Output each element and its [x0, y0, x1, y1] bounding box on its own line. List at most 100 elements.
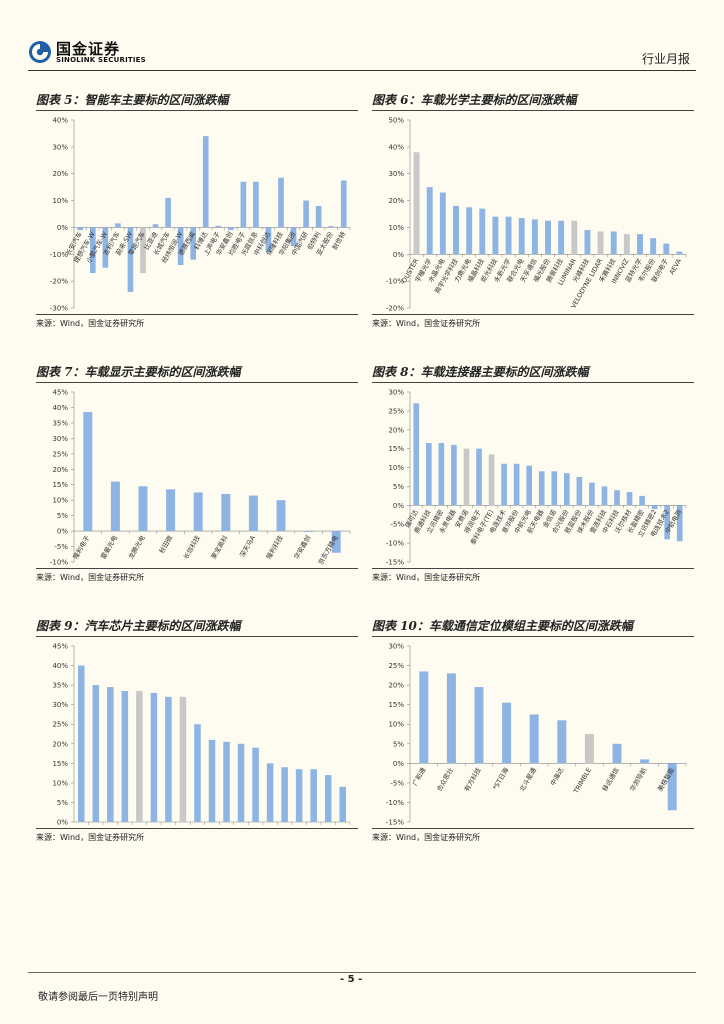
bar	[253, 181, 259, 228]
chart-source: 来源：Wind，国金证券研究所	[372, 568, 694, 583]
bar	[265, 227, 272, 252]
y-tick-label: 10%	[52, 497, 68, 505]
x-tick-label: 思瑞浦	[111, 824, 129, 826]
x-tick-label: 合众思壮	[434, 765, 455, 792]
bar	[202, 136, 209, 228]
bar	[303, 200, 309, 228]
bar	[651, 505, 658, 510]
bar	[419, 671, 429, 764]
chart-source: 来源：Wind，国金证券研究所	[36, 828, 358, 843]
chart-panel-fig8: 图表 8：车载连接器主要标的区间涨跌幅 -15% -10% -5% 0% 5% 10% 15…	[372, 362, 694, 584]
y-tick-label: 0%	[57, 224, 68, 232]
bar	[640, 759, 650, 764]
y-tick-label: 25%	[388, 662, 404, 670]
x-tick-label: 长信科技	[181, 533, 202, 560]
y-tick-label: -5%	[54, 543, 68, 551]
bar	[339, 786, 347, 822]
bar	[266, 763, 274, 822]
y-tick-label: -10%	[50, 559, 68, 567]
y-tick-label: 45%	[52, 643, 68, 651]
x-tick-label: 北斗星通	[517, 765, 538, 792]
bar	[551, 471, 558, 506]
y-tick-label: -30%	[50, 305, 68, 313]
footer-divider	[28, 972, 696, 973]
x-tick-label: 莱宝高科	[209, 533, 230, 560]
report-type-label: 行业月报	[641, 52, 690, 66]
bar	[152, 224, 159, 228]
x-tick-label: 隆利科技	[264, 533, 285, 560]
bar	[676, 251, 683, 255]
bar	[215, 225, 222, 228]
bar	[328, 226, 335, 228]
logo-chinese-name: 国金证券	[56, 40, 121, 58]
y-tick-label: 0%	[393, 760, 404, 768]
bar	[501, 463, 507, 506]
y-tick-label: 25%	[388, 407, 404, 415]
bar	[589, 482, 595, 506]
chart-source: 来源：Wind，国金证券研究所	[36, 314, 358, 329]
y-tick-label: 40%	[52, 404, 68, 412]
x-tick-label: 有方科技	[462, 765, 483, 792]
chart-title: 图表 6：车载光学主要标的区间涨跌幅	[372, 90, 694, 111]
y-tick-label: 5%	[57, 512, 68, 520]
y-tick-label: 20%	[388, 682, 404, 690]
bar	[601, 486, 608, 506]
y-tick-label: 35%	[52, 419, 68, 427]
y-tick-label: 0%	[393, 251, 404, 259]
y-tick-label: -5%	[390, 779, 404, 787]
bar	[304, 531, 314, 532]
disclaimer-text: 敬请参阅最后一页特别声明	[38, 992, 158, 1003]
x-tick-label: 芯海科技	[79, 824, 100, 826]
bar	[240, 181, 247, 228]
bar	[83, 412, 93, 532]
bar	[571, 220, 578, 255]
x-tick-label: 四维图新	[311, 824, 332, 826]
bar	[558, 220, 565, 255]
y-tick-label: 15%	[388, 701, 404, 709]
bar	[531, 219, 538, 255]
y-tick-label: -15%	[386, 559, 404, 567]
x-tick-label: *ST日海	[490, 765, 510, 791]
bar	[597, 231, 604, 255]
bar	[194, 724, 201, 822]
x-tick-label: 英伟达(NVIDIA)	[155, 825, 186, 827]
bar	[584, 734, 594, 764]
y-tick-label: 15%	[388, 445, 404, 453]
bar	[102, 227, 109, 268]
sinolink-logo-icon	[28, 40, 52, 68]
bar	[110, 481, 120, 532]
bar	[278, 177, 284, 228]
bar	[505, 216, 512, 255]
bar	[107, 687, 114, 822]
chart-fig6: -20%-10%0%10%20%30%40%50%OUSTER宇瞳光学水晶光电舜…	[386, 117, 687, 312]
bar	[476, 448, 482, 506]
y-tick-label: -10%	[386, 799, 404, 807]
chart-source: 来源：Wind，国金证券研究所	[36, 568, 358, 583]
chart-source: 来源：Wind，国金证券研究所	[372, 828, 694, 843]
y-tick-label: 5%	[57, 799, 68, 807]
bar	[439, 192, 446, 255]
y-tick-label: 45%	[52, 389, 68, 397]
y-tick-label: 40%	[52, 117, 68, 125]
y-tick-label: 25%	[52, 721, 68, 729]
bar	[166, 489, 176, 532]
x-tick-label: 龙腾光电	[126, 533, 147, 560]
bar	[614, 490, 620, 506]
bar	[676, 505, 683, 542]
bar	[513, 463, 520, 506]
bar	[315, 205, 322, 228]
bar	[626, 492, 633, 506]
y-tick-label: 30%	[52, 701, 68, 709]
y-tick-label: -10%	[386, 278, 404, 286]
bar	[165, 197, 171, 228]
bar	[140, 227, 146, 274]
y-tick-label: -20%	[50, 278, 68, 286]
bar	[281, 767, 288, 822]
chart-title: 图表 9：汽车芯片主要标的区间涨跌幅	[36, 616, 358, 637]
bar	[502, 702, 512, 764]
bar	[650, 238, 657, 255]
bar	[637, 234, 643, 255]
bar	[136, 690, 143, 822]
chart-fig7: -10%-5%0%5%10%15%20%25%30%35%40%45%隆利电子雷…	[50, 389, 351, 567]
chart-panel-fig6: 图表 6：车载光学主要标的区间涨跌幅 -20% -10% 0% 10% 20% 30% 40…	[372, 90, 694, 332]
